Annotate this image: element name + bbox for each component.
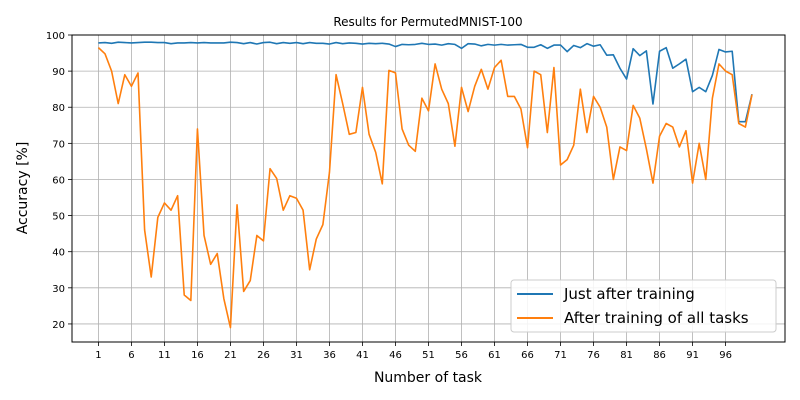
- tick-marks: 1 6 11 16 21 26 31 36 41 46 51 56 61 66 71 76 81 86 91 9620…: [46, 31, 732, 361]
- legend: Just after training After training of al…: [510, 279, 777, 333]
- legend-box: [510, 279, 777, 333]
- y-tick-label: 80: [52, 103, 65, 114]
- x-tick-label: 66: [521, 350, 534, 361]
- x-axis-title: Number of task: [374, 370, 483, 386]
- y-tick-label: 100: [46, 31, 65, 42]
- series-lines: [97, 41, 753, 329]
- x-tick-label: 86: [653, 350, 666, 361]
- x-tick-label: 36: [323, 350, 336, 361]
- x-tick-label: 21: [224, 350, 237, 361]
- series-line-just-after-training: [98, 41, 753, 123]
- y-tick-label: 50: [52, 212, 65, 223]
- chart-title: Results for PermutedMNIST-100: [333, 15, 522, 29]
- x-tick-label: 61: [488, 350, 501, 361]
- x-tick-label: 56: [455, 350, 468, 361]
- y-tick-label: 20: [52, 320, 65, 331]
- y-axis-title: Accuracy [%]: [15, 142, 31, 235]
- legend-label-after-training-of-all-tasks: After training of all tasks: [564, 309, 749, 327]
- y-tick-label: 40: [52, 248, 65, 259]
- y-tick-label: 30: [52, 284, 65, 295]
- series-line-after-training-of-all-tasks: [97, 47, 753, 329]
- legend-label-just-after-training: Just after training: [563, 285, 695, 303]
- x-tick-label: 51: [422, 350, 435, 361]
- x-tick-label: 41: [356, 350, 369, 361]
- x-tick-label: 96: [719, 350, 732, 361]
- x-tick-label: 71: [554, 350, 567, 361]
- x-tick-label: 81: [620, 350, 633, 361]
- y-tick-label: 70: [52, 139, 65, 150]
- x-tick-label: 76: [587, 350, 600, 361]
- x-tick-label: 31: [290, 350, 303, 361]
- x-tick-label: 1: [95, 350, 101, 361]
- x-tick-label: 16: [191, 350, 204, 361]
- y-tick-label: 90: [52, 67, 65, 78]
- x-tick-label: 91: [686, 350, 699, 361]
- x-tick-label: 6: [128, 350, 134, 361]
- x-tick-label: 11: [158, 350, 171, 361]
- y-tick-label: 60: [52, 175, 65, 186]
- x-tick-label: 46: [389, 350, 402, 361]
- x-tick-label: 26: [257, 350, 270, 361]
